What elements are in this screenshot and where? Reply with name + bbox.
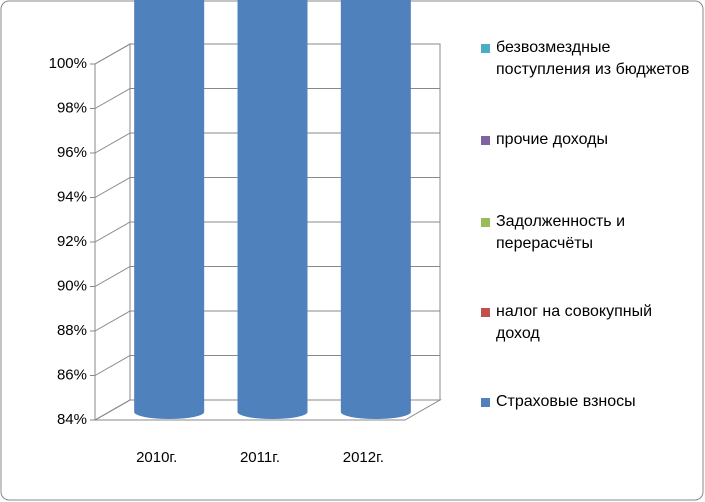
x-tick-label: 2012г. <box>343 449 384 466</box>
legend-swatch <box>481 136 490 145</box>
grid-line <box>94 88 440 109</box>
legend-label: Задолженность и перерасчёты <box>496 213 625 252</box>
x-tick-label: 2010г. <box>136 449 177 466</box>
grid-line <box>94 177 440 198</box>
grid-line <box>94 43 440 65</box>
y-tick-label: 98% <box>57 99 87 116</box>
legend-swatch <box>481 308 490 317</box>
y-tick-label: 96% <box>57 144 87 161</box>
y-tick-label: 86% <box>57 366 87 383</box>
y-tick-label: 84% <box>57 411 87 428</box>
grid-line <box>94 266 440 287</box>
x-tick-label: 2011г. <box>240 449 280 466</box>
y-tick-label: 90% <box>57 277 87 294</box>
legend-label: безвозмездные поступления из бюджетов <box>496 39 690 78</box>
grid-line <box>94 221 440 243</box>
grid-line <box>94 355 440 376</box>
cylinder-segment <box>134 0 205 419</box>
y-tick-label: 94% <box>57 188 87 205</box>
legend-label: налог на совокупный доход <box>496 303 653 342</box>
cylinder-segment <box>237 0 308 419</box>
grid-line <box>94 399 440 421</box>
y-tick-label: 88% <box>57 322 87 339</box>
legend-label: прочие доходы <box>496 131 608 148</box>
legend-swatch <box>481 44 490 53</box>
legend-swatch <box>481 218 490 227</box>
y-tick-label: 100% <box>49 55 87 72</box>
grid-line <box>94 310 440 332</box>
legend-swatch <box>481 398 490 407</box>
y-tick-label: 92% <box>57 233 87 250</box>
legend-label: Страховые взносы <box>496 393 636 410</box>
cylinder-segment <box>340 0 411 419</box>
grid-line <box>94 132 440 154</box>
